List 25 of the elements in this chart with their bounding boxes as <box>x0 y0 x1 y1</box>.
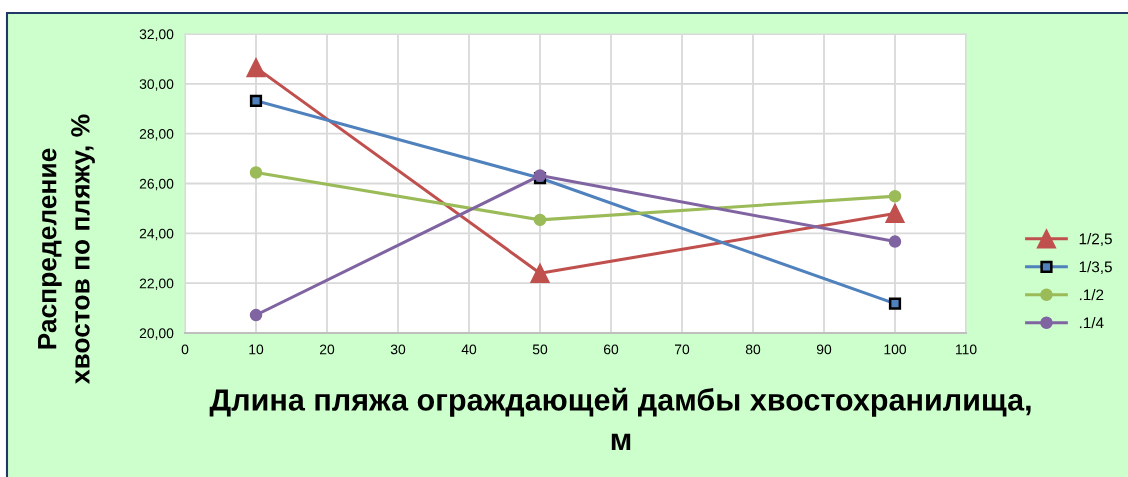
x-tick-label: 10 <box>249 344 264 355</box>
y-tick-label: 24,00 <box>139 228 174 241</box>
x-tick-label: 20 <box>319 344 335 355</box>
x-tick-label: 60 <box>603 344 619 355</box>
x-axis-title: Длина пляжа ограждающей дамбы хвостохранилища, м <box>209 387 1031 450</box>
x-tick-label: 70 <box>674 344 690 355</box>
y-tick-label: 28,00 <box>139 129 174 141</box>
y-tick-label: 22,00 <box>139 278 174 290</box>
legend-label: .1/4 <box>1079 317 1104 329</box>
legend-label: 1/3,5 <box>1079 261 1112 275</box>
x-tick-label: 90 <box>816 344 832 355</box>
y-tick-label: 30,00 <box>139 79 174 91</box>
x-tick-label: 40 <box>461 344 477 355</box>
y-tick-label: 20,00 <box>139 328 174 340</box>
x-tick-label: 100 <box>884 344 907 355</box>
x-tick-label: 50 <box>532 344 548 355</box>
y-tick-label: 32,00 <box>139 29 174 41</box>
legend-label: .1/2 <box>1079 289 1104 301</box>
x-tick-label: 0 <box>181 344 189 355</box>
x-tick-label: 80 <box>745 344 761 355</box>
x-tick-label: 110 <box>955 344 977 355</box>
y-tick-label: 26,00 <box>139 178 174 191</box>
y-axis-title: Распределение хвостов по пляжу, % <box>38 114 95 384</box>
x-tick-label: 30 <box>390 344 406 355</box>
legend-label: 1/2,5 <box>1079 233 1112 247</box>
